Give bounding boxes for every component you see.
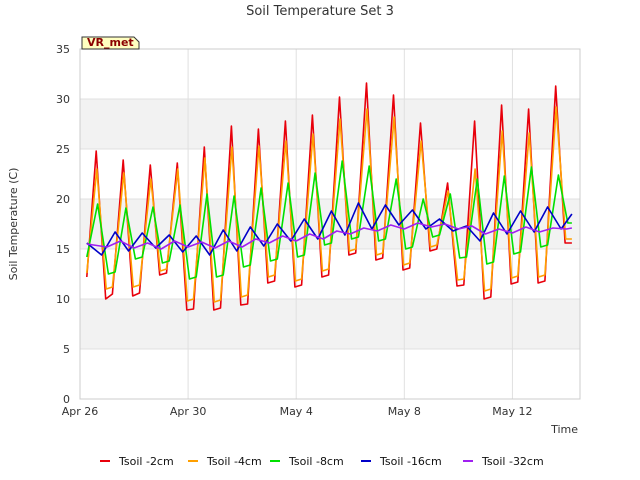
x-axis-label: Time <box>550 423 578 436</box>
y-tick-label: 35 <box>56 43 70 56</box>
chart-title: Soil Temperature Set 3 <box>246 4 394 19</box>
series-lines <box>86 82 573 311</box>
grid-band <box>80 99 580 149</box>
legend-entry: Tsoil -2cm <box>118 455 174 468</box>
x-tick-label: Apr 26 <box>62 405 99 418</box>
series-line-4 <box>86 202 573 256</box>
y-tick-label: 20 <box>56 193 70 206</box>
y-tick-label: 5 <box>63 343 70 356</box>
y-tick-label: 0 <box>63 393 70 406</box>
series-line-2 <box>86 106 572 303</box>
vr-met-label: VR_met <box>87 36 134 49</box>
legend-entry: Tsoil -32cm <box>481 455 544 468</box>
x-tick-label: May 8 <box>388 405 421 418</box>
legend-entry: Tsoil -4cm <box>206 455 262 468</box>
x-axis-ticks: Apr 26 Apr 30 May 4 May 8 May 12 <box>62 405 533 418</box>
grid-band <box>80 349 580 399</box>
series-line-3 <box>86 160 572 280</box>
y-tick-label: 10 <box>56 293 70 306</box>
legend-entry: Tsoil -16cm <box>379 455 442 468</box>
series-line-1 <box>86 82 572 311</box>
y-tick-label: 25 <box>56 143 70 156</box>
series-line-5 <box>86 222 573 250</box>
x-tick-label: May 4 <box>280 405 313 418</box>
x-tick-label: May 12 <box>492 405 532 418</box>
legend: Tsoil -2cm Tsoil -4cm Tsoil -8cm Tsoil -16c… <box>100 455 544 468</box>
legend-entry: Tsoil -8cm <box>288 455 344 468</box>
y-tick-label: 30 <box>56 93 70 106</box>
y-tick-label: 15 <box>56 243 70 256</box>
plot-frame <box>79 48 581 400</box>
grid-band <box>80 49 580 99</box>
y-axis-label: Soil Temperature (C) <box>7 168 20 281</box>
x-tick-label: Apr 30 <box>170 405 207 418</box>
vr-met-badge: VR_met <box>81 36 140 50</box>
grid-band <box>80 299 580 349</box>
y-axis-ticks: 0 5 10 15 20 25 30 35 <box>56 43 70 406</box>
